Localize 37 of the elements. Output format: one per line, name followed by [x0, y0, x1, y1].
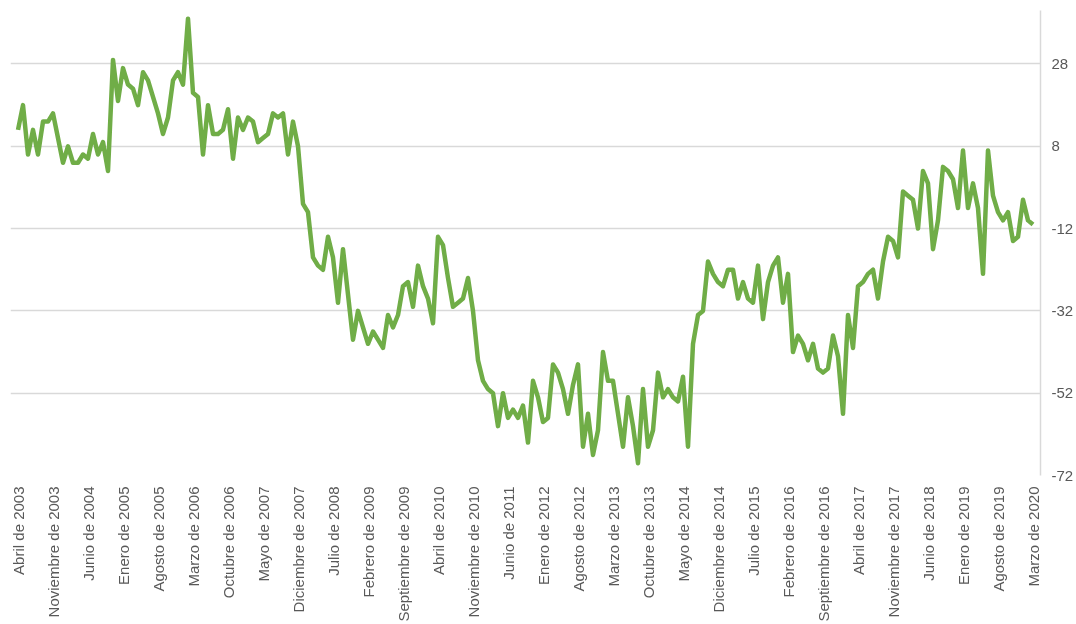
y-tick-label: -12 [1051, 219, 1074, 237]
x-tick-label: Julio de 2015 [744, 486, 762, 576]
y-tick-label: -32 [1051, 301, 1074, 319]
x-tick-label: Marzo de 2020 [1024, 486, 1042, 587]
x-tick-label: Mayo de 2014 [674, 486, 692, 582]
x-tick-label: Junio de 2011 [499, 486, 517, 580]
x-tick-label: Diciembre de 2007 [289, 486, 307, 613]
line-series [15, 16, 1036, 466]
x-tick-label: Agosto de 2019 [989, 486, 1007, 592]
x-tick-label: Julio de 2008 [324, 486, 342, 576]
y-tick-label: -72 [1051, 466, 1074, 484]
x-tick-label: Septiembre de 2009 [394, 486, 412, 622]
x-tick-label: Febrero de 2016 [779, 486, 797, 598]
x-tick-label: Agosto de 2005 [149, 486, 167, 592]
x-tick-label: Enero de 2012 [534, 486, 552, 585]
y-tick-label: 28 [1051, 55, 1069, 72]
x-tick-label: Junio de 2018 [919, 486, 937, 581]
x-tick-label: Septiembre de 2016 [814, 486, 832, 622]
x-tick-label: Abril de 2010 [429, 486, 447, 575]
x-tick-label: Junio de 2004 [79, 486, 97, 581]
x-tick-label: Octubre de 2013 [639, 486, 657, 599]
x-tick-label: Noviembre de 2017 [884, 486, 902, 618]
y-tick-label: -52 [1051, 384, 1074, 402]
x-tick-label: Marzo de 2006 [184, 486, 202, 587]
x-tick-label: Abril de 2003 [9, 486, 27, 575]
x-tick-label: Octubre de 2006 [219, 486, 237, 599]
x-tick-label: Diciembre de 2014 [709, 486, 727, 613]
y-tick-label: 8 [1051, 137, 1060, 155]
x-tick-label: Febrero de 2009 [359, 486, 377, 598]
x-tick-label: Noviembre de 2010 [464, 486, 482, 618]
x-tick-label: Agosto de 2012 [569, 486, 587, 592]
x-tick-label: Abril de 2017 [849, 486, 867, 575]
x-tick-label: Enero de 2019 [954, 486, 972, 585]
x-tick-label: Noviembre de 2003 [44, 486, 62, 618]
x-tick-label: Marzo de 2013 [604, 486, 622, 587]
x-tick-label: Mayo de 2007 [254, 486, 272, 582]
x-tick-label: Enero de 2005 [114, 486, 132, 585]
